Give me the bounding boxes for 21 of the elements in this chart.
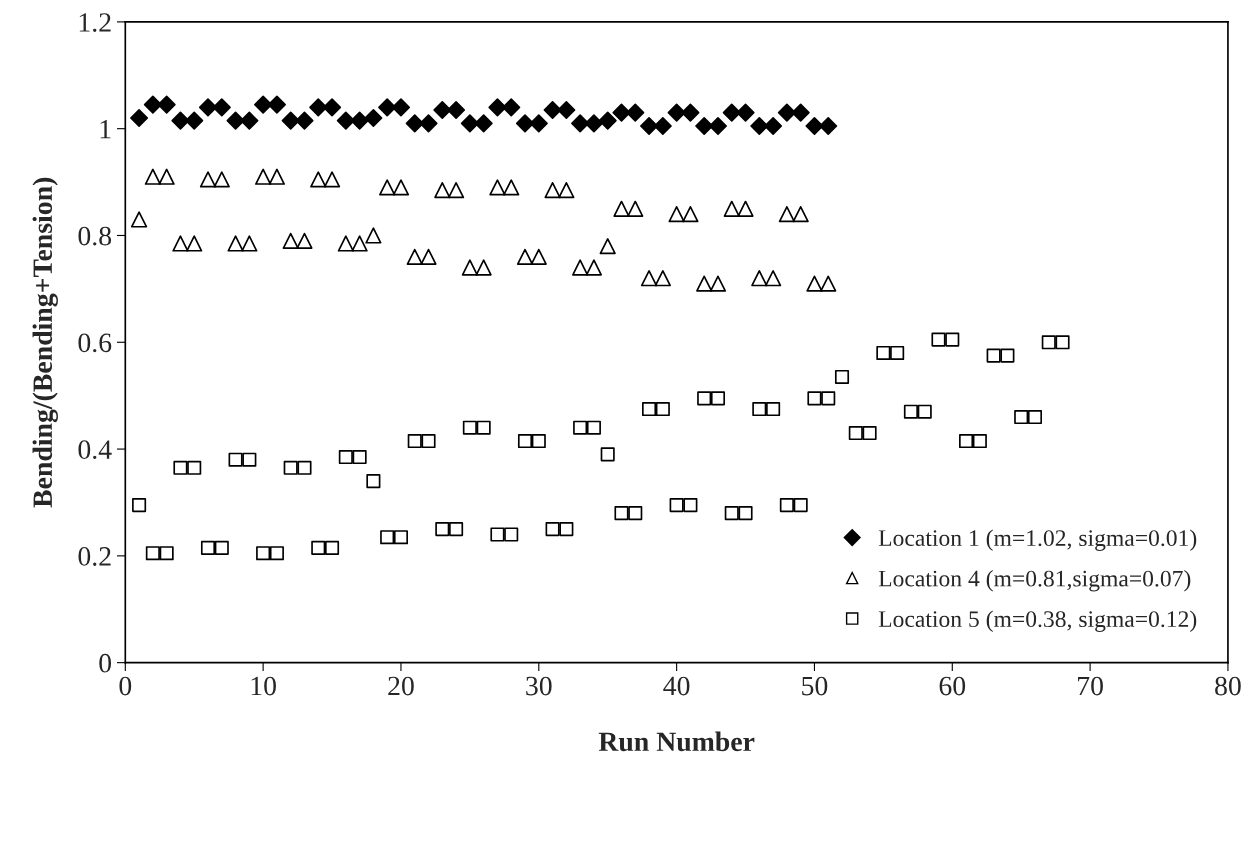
x-tick-label: 0 <box>119 676 132 696</box>
y-tick-label: 1 <box>100 119 111 139</box>
x-tick-label: 70 <box>1078 676 1103 696</box>
y-tick-label: 0.6 <box>78 333 112 353</box>
y-tick-label: 0.2 <box>78 547 111 566</box>
x-tick-label: 80 <box>1215 676 1241 696</box>
x-tick-label: 20 <box>388 676 414 696</box>
y-tick-label: 0.4 <box>78 440 112 460</box>
x-tick-label: 50 <box>802 676 828 696</box>
x-tick-label: 10 <box>251 676 276 696</box>
y-tick-label: 0 <box>99 653 112 673</box>
y-tick-label: 1.2 <box>79 13 111 32</box>
x-tick-label: 40 <box>663 676 690 696</box>
legend-label: Location 5 (m=0.38, sigma=0.12) <box>878 610 1197 632</box>
x-tick-label: 30 <box>526 676 552 696</box>
legend-label: Location 4 (m=0.81,sigma=0.07) <box>878 569 1191 592</box>
y-axis-title: Bending/(Bending+Tension) <box>32 177 58 508</box>
y-tick-label: 0.8 <box>78 226 112 246</box>
x-tick-label: 60 <box>939 676 966 696</box>
legend-label: Location 1 (m=1.02, sigma=0.01) <box>878 529 1197 551</box>
x-axis-title: Run Number <box>598 731 755 752</box>
